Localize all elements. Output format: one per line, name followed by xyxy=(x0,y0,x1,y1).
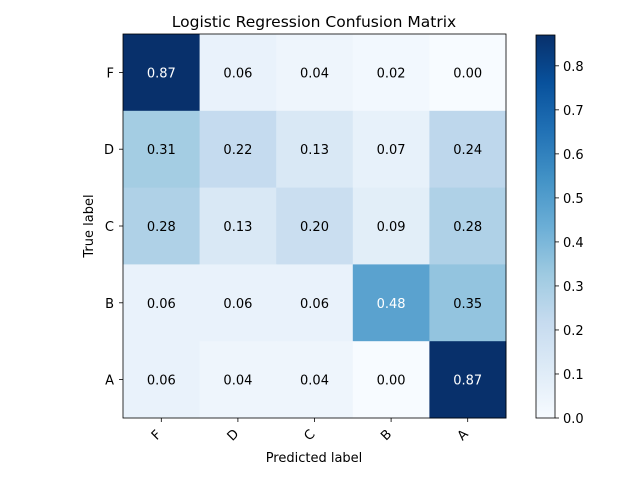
heatmap-cell xyxy=(352,187,430,265)
heatmap-cell xyxy=(199,34,277,112)
cell-value-label: 0.13 xyxy=(300,143,329,158)
cell-value-label: 0.06 xyxy=(223,297,252,312)
heatmap-cell xyxy=(429,187,507,265)
cell-value-label: 0.06 xyxy=(300,297,329,312)
cell-value-label: 0.31 xyxy=(147,143,176,158)
colorbar-tick-label: 0.6 xyxy=(563,148,584,163)
x-tick-label: A xyxy=(455,427,472,444)
colorbar xyxy=(535,34,556,419)
heatmap-cell xyxy=(429,110,507,189)
heatmap-cell xyxy=(276,341,354,419)
colorbar-axis: 0.0 0.1 0.2 0.3 0.4 0.5 0.6 0.7 0.8 xyxy=(555,60,584,427)
heatmap-cell xyxy=(276,264,354,342)
x-axis-label: Predicted label xyxy=(266,451,363,466)
heatmap-cell xyxy=(352,34,430,112)
heatmap-cell xyxy=(123,110,201,189)
cell-value-label: 0.28 xyxy=(453,220,482,235)
cell-value-label: 0.24 xyxy=(453,143,482,158)
cell-value-label: 0.07 xyxy=(377,143,406,158)
cell-value-label: 0.87 xyxy=(147,66,176,81)
heatmap-cell xyxy=(429,264,507,342)
colorbar-tick-label: 0.4 xyxy=(563,236,584,251)
cell-value-label: 0.13 xyxy=(223,220,252,235)
heatmap-cell xyxy=(429,341,507,419)
heatmap-cell xyxy=(276,34,354,112)
cell-value-label: 0.20 xyxy=(300,220,329,235)
y-axis: F D C B A xyxy=(104,66,123,389)
cell-value-label: 0.04 xyxy=(300,66,329,81)
heatmap-cell xyxy=(352,264,430,342)
cell-value-label: 0.06 xyxy=(147,297,176,312)
heatmap-cell xyxy=(123,187,201,265)
cell-value-label: 0.04 xyxy=(223,374,252,389)
chart-title: Logistic Regression Confusion Matrix xyxy=(172,13,456,31)
colorbar-tick-label: 0.2 xyxy=(563,324,584,339)
colorbar-tick-label: 0.3 xyxy=(563,280,584,295)
heatmap-cell xyxy=(352,341,430,419)
y-tick-label: F xyxy=(107,66,114,81)
colorbar-tick-label: 0.8 xyxy=(563,60,584,75)
y-axis-label: True label xyxy=(82,194,97,258)
cell-value-label: 0.06 xyxy=(147,374,176,389)
heatmap-cell xyxy=(276,187,354,265)
cell-value-label: 0.06 xyxy=(223,66,252,81)
cell-value-label: 0.48 xyxy=(377,297,406,312)
x-tick-label: B xyxy=(378,427,395,444)
heatmap-cells: 0.87 0.06 0.04 0.02 0.00 0.31 0.22 0.13 0.07 0.24… xyxy=(123,34,507,419)
heatmap-cell xyxy=(199,110,277,189)
cell-value-label: 0.87 xyxy=(453,374,482,389)
cell-value-label: 0.02 xyxy=(377,66,406,81)
y-tick-label: B xyxy=(105,297,114,312)
y-tick-label: A xyxy=(105,374,114,389)
y-tick-label: C xyxy=(105,220,114,235)
heatmap-cell xyxy=(199,187,277,265)
cell-value-label: 0.04 xyxy=(300,374,329,389)
x-tick-label: D xyxy=(225,427,243,445)
cell-value-label: 0.35 xyxy=(453,297,482,312)
heatmap-cell xyxy=(429,34,507,112)
y-tick-label: D xyxy=(104,143,114,158)
colorbar-tick-label: 0.5 xyxy=(563,192,584,207)
cell-value-label: 0.28 xyxy=(147,220,176,235)
colorbar-tick-label: 0.0 xyxy=(563,412,584,427)
heatmap-cell xyxy=(352,110,430,189)
heatmap-cell xyxy=(276,110,354,189)
cell-value-label: 0.00 xyxy=(453,66,482,81)
x-tick-label: C xyxy=(302,427,319,444)
heatmap-cell xyxy=(123,34,201,112)
heatmap-cell xyxy=(123,264,201,342)
heatmap-cell xyxy=(199,264,277,342)
cell-value-label: 0.09 xyxy=(377,220,406,235)
colorbar-tick-label: 0.7 xyxy=(563,104,584,119)
x-tick-label: F xyxy=(149,428,165,444)
colorbar-tick-label: 0.1 xyxy=(563,368,584,383)
heatmap-cell xyxy=(123,341,201,419)
cell-value-label: 0.00 xyxy=(377,374,406,389)
cell-value-label: 0.22 xyxy=(223,143,252,158)
heatmap-cell xyxy=(199,341,277,419)
